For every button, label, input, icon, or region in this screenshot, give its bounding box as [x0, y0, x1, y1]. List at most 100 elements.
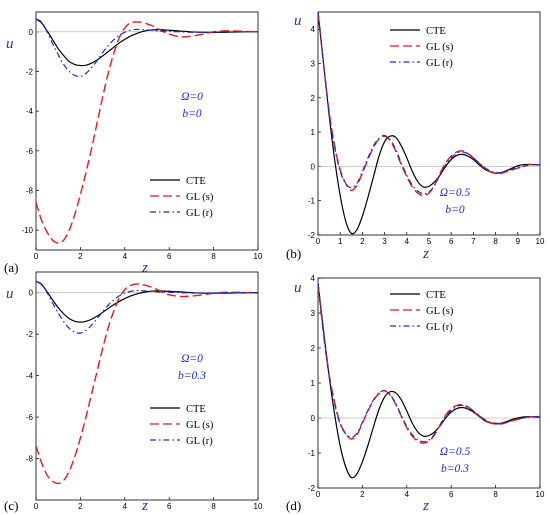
panel-label: (c): [4, 498, 18, 513]
legend-label: CTE: [186, 404, 206, 415]
series-line-cte: [318, 12, 540, 235]
legend-label: GL (r): [426, 58, 453, 69]
panel-label: (a): [4, 260, 18, 275]
parameter-annotation: b=0.3: [178, 370, 206, 382]
panel-label: (b): [286, 246, 301, 261]
y-tick-label: -6: [26, 147, 34, 156]
x-tick-label: 8: [493, 237, 498, 246]
legend-label: GL (r): [186, 208, 213, 219]
x-tick-label: 6: [449, 237, 454, 246]
y-tick-label: 3: [311, 59, 316, 68]
legend-label: CTE: [186, 176, 206, 187]
parameter-annotation: Ω=0: [181, 353, 203, 365]
x-axis-label: z: [422, 246, 429, 262]
x-tick-label: 8: [211, 252, 216, 261]
y-tick-label: -2: [26, 68, 34, 77]
y-tick-label: 0: [311, 162, 316, 171]
x-tick-label: 4: [405, 237, 410, 246]
y-tick-label: 1: [311, 379, 316, 388]
y-axis-label: u: [6, 286, 14, 302]
legend: CTE GL (s) GL (r): [150, 176, 214, 219]
y-tick-label: 1: [311, 128, 316, 137]
x-tick-label: 7: [471, 237, 476, 246]
y-tick-label: -4: [26, 107, 34, 116]
legend-label: GL (s): [426, 306, 454, 317]
series-line-gl-r: [36, 280, 258, 334]
plot-frame: [35, 11, 259, 251]
y-axis-label: u: [294, 280, 302, 296]
x-tick-label: 2: [360, 237, 365, 246]
x-tick-label: 0: [34, 252, 39, 261]
x-tick-label: 10: [536, 490, 545, 499]
y-tick-label: 4: [311, 25, 316, 34]
y-tick-label: -1: [308, 449, 316, 458]
series-line-cte: [36, 18, 258, 67]
x-tick-label: 1: [338, 237, 343, 246]
y-tick-label: 3: [311, 309, 316, 318]
panel-label: (d): [286, 498, 301, 513]
x-axis-label: z: [141, 260, 148, 276]
parameter-annotation: Ω=0.5: [440, 187, 471, 199]
y-tick-label: -2: [26, 330, 34, 339]
series-line-gl-s: [36, 21, 258, 244]
legend-label: CTE: [426, 26, 446, 37]
x-tick-label: 0: [316, 237, 321, 246]
x-tick-label: 8: [493, 490, 498, 499]
series-line-cte: [36, 280, 258, 323]
y-axis-label: u: [6, 36, 14, 52]
x-tick-label: 0: [316, 490, 321, 499]
x-tick-label: 9: [516, 237, 521, 246]
y-tick-label: 0: [29, 289, 34, 298]
x-tick-label: 6: [449, 490, 454, 499]
y-tick-label: 2: [311, 344, 316, 353]
x-tick-label: 10: [254, 252, 263, 261]
legend-label: CTE: [426, 290, 446, 301]
y-tick-label: -8: [26, 455, 34, 464]
y-tick-label: -10: [21, 226, 33, 235]
plot-frame: [35, 271, 259, 501]
series-line-gl-s: [318, 283, 540, 444]
y-tick-label: 0: [311, 414, 316, 423]
y-tick-label: -8: [26, 187, 34, 196]
x-tick-label: 10: [536, 237, 545, 246]
y-axis-label: u: [294, 13, 302, 29]
panel-c: 0 2 4 6 8 10 0 -2 -4 -6 -8 CTE GL (s) GL (r) Ω=0 b=0.3 u…: [4, 271, 263, 514]
legend-label: GL (s): [186, 192, 214, 203]
x-tick-label: 4: [123, 252, 128, 261]
legend-label: GL (s): [186, 420, 214, 431]
series-line-gl-s: [318, 12, 540, 197]
y-tick-label: -1: [308, 197, 316, 206]
x-tick-label: 4: [405, 490, 410, 499]
legend: CTE GL (s) GL (r): [390, 290, 454, 333]
parameter-annotation: b=0.3: [441, 463, 469, 475]
series-line-gl-r: [36, 18, 258, 78]
x-tick-label: 2: [78, 502, 83, 511]
panel-a: 0 2 4 6 8 10 0 -2 -4 -6 -8 -10 CTE GL (s) GL (r) Ω=0 b=0…: [4, 11, 263, 276]
x-axis-label: z: [141, 498, 148, 514]
x-tick-label: 6: [167, 252, 172, 261]
parameter-annotation: Ω=0.5: [440, 446, 471, 458]
x-tick-label: 5: [427, 237, 432, 246]
x-tick-label: 6: [167, 502, 172, 511]
legend: CTE GL (s) GL (r): [390, 26, 454, 69]
x-tick-label: 8: [211, 502, 216, 511]
y-tick-label: -6: [26, 413, 34, 422]
x-tick-label: 2: [78, 252, 83, 261]
parameter-annotation: b=0: [182, 108, 202, 120]
parameter-annotation: b=0: [445, 204, 465, 216]
y-tick-label: -4: [26, 372, 34, 381]
legend-label: GL (r): [186, 436, 213, 447]
legend: CTE GL (s) GL (r): [150, 404, 214, 447]
y-tick-label: 2: [311, 94, 316, 103]
series-line-gl-r: [318, 283, 540, 443]
legend-label: GL (s): [426, 42, 454, 53]
parameter-annotation: Ω=0: [181, 91, 203, 103]
x-axis-label: z: [422, 498, 429, 514]
x-tick-label: 2: [360, 490, 365, 499]
x-tick-label: 0: [34, 502, 39, 511]
x-tick-label: 4: [123, 502, 128, 511]
legend-label: GL (r): [426, 322, 453, 333]
y-tick-label: 0: [29, 28, 34, 37]
